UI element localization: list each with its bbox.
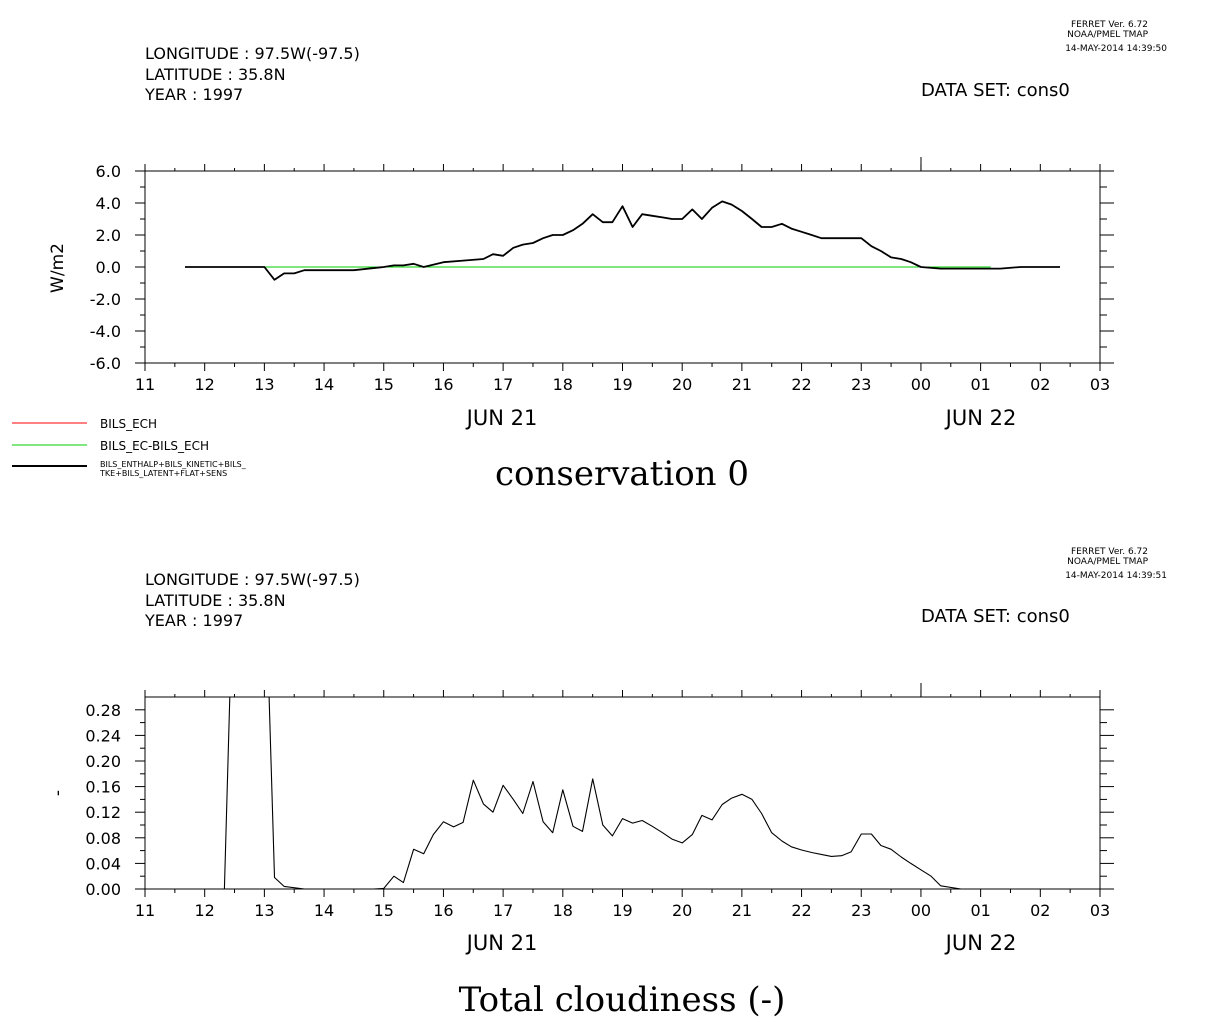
panel1-y-axis: 6.0 4.0 2.0 0.0 -2.0 -4.0 -6.0 <box>90 162 1114 373</box>
x-tick-label: 17 <box>493 375 513 394</box>
x-tick-label: 12 <box>195 375 215 394</box>
panel2-series <box>204 696 1060 890</box>
panel1-date-label-2: JUN 22 <box>944 406 1017 430</box>
y-tick-label: 6.0 <box>96 162 121 181</box>
x-tick-label: 03 <box>1090 901 1110 920</box>
panel2-ferret-date: 14-MAY-2014 14:39:51 <box>1065 571 1167 581</box>
panel2-frame <box>144 696 1101 890</box>
x-tick-label: 21 <box>732 375 752 394</box>
panel2-x-axis: 11 12 13 14 15 16 17 18 19 20 21 22 23 00 01 02 03 <box>135 690 1110 920</box>
panel2-date-label-1: JUN 21 <box>465 931 538 955</box>
x-tick-label: 12 <box>195 901 215 920</box>
panel1-ferret-org: NOAA/PMEL TMAP <box>1067 30 1148 40</box>
panel2-dataset: DATA SET: cons0 <box>921 606 1070 627</box>
series-line-1 <box>204 696 1060 890</box>
panel2-title: Total cloudiness (-) <box>459 980 786 1020</box>
panel2-date-label-2: JUN 22 <box>944 931 1017 955</box>
x-tick-label: 15 <box>374 901 394 920</box>
panel1-longitude: LONGITUDE : 97.5W(-97.5) <box>145 44 360 63</box>
y-tick-label: 0.00 <box>85 880 121 899</box>
panel1-latitude: LATITUDE : 35.8N <box>145 65 286 84</box>
panel1-title: conservation 0 <box>495 454 749 494</box>
panel1-ferret-date: 14-MAY-2014 14:39:50 <box>1065 44 1167 54</box>
panel2-latitude: LATITUDE : 35.8N <box>145 591 286 610</box>
panel1-ferret-version: FERRET Ver. 6.72 <box>1071 20 1148 30</box>
x-tick-label: 18 <box>553 375 573 394</box>
x-tick-label: 19 <box>612 901 632 920</box>
x-tick-label: 22 <box>791 901 811 920</box>
x-tick-label: 02 <box>1030 375 1050 394</box>
x-tick-label: 23 <box>851 375 871 394</box>
x-tick-label: 03 <box>1090 375 1110 394</box>
x-tick-label: 01 <box>970 375 990 394</box>
panel2-ylabel: - <box>48 790 68 796</box>
x-tick-label: 00 <box>911 901 931 920</box>
x-tick-label: 21 <box>732 901 752 920</box>
panel2-longitude: LONGITUDE : 97.5W(-97.5) <box>145 570 360 589</box>
panel1-date-label-1: JUN 21 <box>465 406 538 430</box>
x-tick-label: 00 <box>911 375 931 394</box>
x-tick-label: 14 <box>314 901 334 920</box>
y-tick-label: -2.0 <box>90 290 121 309</box>
legend-label-bils-ech: BILS_ECH <box>100 417 157 431</box>
x-tick-label: 13 <box>254 375 274 394</box>
y-tick-label: 0.16 <box>85 778 121 797</box>
panel1-ylabel: W/m2 <box>48 243 68 293</box>
x-tick-label: 13 <box>254 901 274 920</box>
x-tick-label: 17 <box>493 901 513 920</box>
series-line-2 <box>185 200 1060 281</box>
x-tick-label: 01 <box>970 901 990 920</box>
panel2-plot: 11 12 13 14 15 16 17 18 19 20 21 22 23 00 01 02 03 0.280… <box>48 683 1114 955</box>
x-tick-label: 16 <box>433 901 453 920</box>
x-tick-label: 02 <box>1030 901 1050 920</box>
x-tick-label: 18 <box>553 901 573 920</box>
x-tick-label: 15 <box>374 375 394 394</box>
legend-label-bils-sum-1: BILS_ENTHALP+BILS_KINETIC+BILS_ <box>100 460 247 469</box>
y-tick-label: 0.04 <box>85 854 121 873</box>
x-tick-label: 19 <box>612 375 632 394</box>
panel1-series <box>185 200 1060 281</box>
y-tick-label: 0.0 <box>96 258 121 277</box>
y-tick-label: -6.0 <box>90 354 121 373</box>
panel1-dataset: DATA SET: cons0 <box>921 80 1070 101</box>
legend-label-bils-ec-diff: BILS_EC-BILS_ECH <box>100 439 209 453</box>
y-tick-label: 0.08 <box>85 829 121 848</box>
y-tick-label: 0.24 <box>85 726 121 745</box>
panel1-header: LONGITUDE : 97.5W(-97.5) LATITUDE : 35.8… <box>144 20 1167 104</box>
x-tick-label: 11 <box>135 375 155 394</box>
panel1-x-axis: 11 12 13 14 15 16 17 18 19 20 21 22 23 00 01 02 03 <box>135 164 1110 394</box>
panel1-legend: BILS_ECH BILS_EC-BILS_ECH BILS_ENTHALP+B… <box>12 417 247 478</box>
y-tick-label: 2.0 <box>96 226 121 245</box>
x-tick-label: 14 <box>314 375 334 394</box>
panel2-ferret-version: FERRET Ver. 6.72 <box>1071 547 1148 557</box>
x-tick-label: 22 <box>791 375 811 394</box>
x-tick-label: 16 <box>433 375 453 394</box>
panel2-year: YEAR : 1997 <box>144 611 243 630</box>
x-tick-label: 20 <box>672 375 692 394</box>
y-tick-label: 0.28 <box>85 701 121 720</box>
y-tick-label: 0.12 <box>85 803 121 822</box>
panel2-ferret-org: NOAA/PMEL TMAP <box>1067 557 1148 567</box>
x-tick-label: 23 <box>851 901 871 920</box>
y-tick-label: 4.0 <box>96 194 121 213</box>
panel2-header: LONGITUDE : 97.5W(-97.5) LATITUDE : 35.8… <box>144 547 1167 630</box>
panel1-year: YEAR : 1997 <box>144 85 243 104</box>
y-tick-label: -4.0 <box>90 322 121 341</box>
x-tick-label: 20 <box>672 901 692 920</box>
y-tick-label: 0.20 <box>85 752 121 771</box>
panel2-y-axis: 0.28 0.24 0.20 0.16 0.12 0.08 0.04 0.00 <box>85 701 1114 899</box>
x-tick-label: 11 <box>135 901 155 920</box>
panel1-plot: 11 12 13 14 15 16 17 18 19 20 21 22 23 00 01 02 03 6.0 4.… <box>48 157 1114 430</box>
legend-label-bils-sum-2: TKE+BILS_LATENT+FLAT+SENS <box>99 469 227 478</box>
